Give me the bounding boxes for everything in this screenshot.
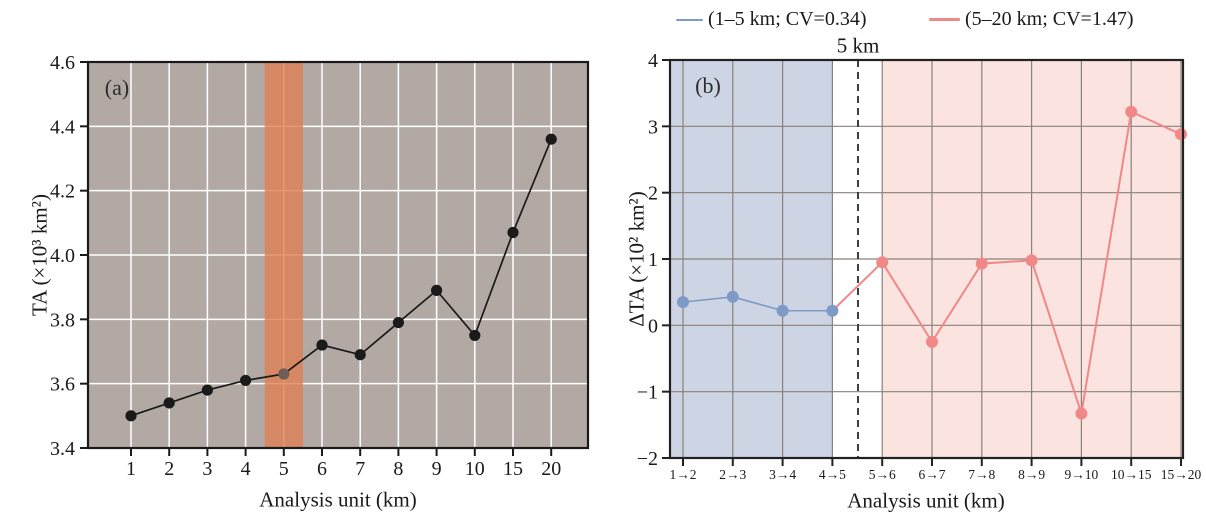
tick-label: 10→15 — [1111, 467, 1152, 482]
data-point — [163, 397, 175, 409]
data-point — [469, 329, 481, 342]
data-point — [926, 335, 938, 348]
data-point — [975, 257, 988, 270]
panel-b-label: (b) — [695, 73, 721, 98]
delta-line-5-20km — [831, 110, 1182, 414]
data-point — [240, 374, 252, 387]
tick-label: 6→7 — [919, 467, 946, 482]
tick-label: −1 — [637, 382, 658, 404]
data-point — [677, 296, 689, 309]
tick-label: 4.4 — [50, 116, 75, 138]
tick-label: 15 — [503, 458, 523, 480]
tick-label: 2 — [164, 458, 174, 480]
tick-label: 3.4 — [50, 438, 75, 460]
data-point — [726, 290, 739, 303]
data-point — [1175, 128, 1187, 141]
data-point — [1125, 105, 1138, 118]
panel-b-y-axis-title: ΔTA (×10² km²) — [624, 191, 649, 327]
data-point — [1075, 407, 1088, 420]
data-point — [431, 284, 443, 296]
tick-label: 15→20 — [1161, 467, 1202, 482]
tick-label: 1→2 — [670, 467, 697, 482]
panel-a-plot: 3.4 3.6 3.8 4.0 4.2 4.4 4.6 1 2 3 4 5 6 7 8 9 10 15 20 — [50, 52, 590, 480]
data-point — [545, 133, 557, 145]
panel-a-x-axis-title: Analysis unit (km) — [259, 487, 417, 512]
tick-label: 0 — [648, 315, 658, 337]
tick-label: 2 — [648, 183, 658, 205]
data-point — [354, 349, 366, 361]
tick-label: 3.6 — [50, 374, 75, 396]
data-point — [1025, 254, 1038, 267]
tick-label: 4 — [648, 50, 658, 72]
legend-line-red — [929, 18, 960, 21]
tick-label: 2→3 — [719, 467, 746, 482]
tick-label: 4 — [241, 458, 251, 480]
data-point — [826, 304, 839, 317]
ta-line — [130, 138, 552, 417]
tick-label: 7→8 — [968, 467, 995, 482]
data-point — [125, 410, 137, 422]
tick-label: 8→9 — [1018, 467, 1045, 482]
highlight-band — [264, 62, 303, 448]
data-point — [776, 304, 789, 317]
panel-b-plot: −2 −1 0 1 2 3 4 1→2 2→3 3→4 4→5 5→6 6→7 7→8 8→9 9→10 10→… — [637, 50, 1202, 482]
tick-label: 3 — [648, 116, 658, 138]
data-point — [392, 316, 404, 329]
legend-item-5-20km: (5–20 km; CV=1.47) — [929, 8, 1134, 31]
panel-b-x-axis-title: Analysis unit (km) — [847, 488, 1005, 513]
panel-a-y-axis-title: TA (×10³ km²) — [27, 194, 52, 316]
tick-label: 4.2 — [50, 181, 75, 203]
tick-label: 5 — [279, 458, 289, 480]
tick-label: 9 — [432, 458, 442, 480]
data-point — [278, 368, 290, 380]
tick-label: 7 — [355, 458, 365, 480]
tick-label: 3→4 — [769, 467, 796, 482]
tick-label: 4→5 — [819, 467, 846, 482]
legend-item-1-5km: (1–5 km; CV=0.34) — [676, 8, 867, 31]
tick-label: 4.0 — [50, 245, 75, 267]
tick-label: 1 — [126, 458, 136, 480]
tick-label: 3.8 — [50, 309, 75, 331]
legend-label-1-5km: (1–5 km; CV=0.34) — [708, 8, 867, 30]
data-point — [316, 339, 328, 351]
data-point — [201, 384, 213, 396]
tick-label: 4.6 — [50, 52, 75, 74]
tick-label: 10 — [465, 458, 485, 480]
data-point — [876, 256, 889, 269]
legend-line-blue — [676, 18, 703, 21]
tick-label: 9→10 — [1065, 467, 1099, 482]
tick-label: 20 — [541, 458, 561, 480]
tick-label: 6 — [317, 458, 327, 480]
tick-label: 1 — [648, 249, 658, 271]
tick-label: 5→6 — [869, 467, 896, 482]
threshold-annotation: 5 km — [836, 33, 880, 58]
delta-line-1-5km — [682, 295, 833, 312]
data-point — [507, 226, 519, 239]
tick-label: −2 — [637, 448, 658, 470]
tick-label: 8 — [393, 458, 403, 480]
panel-a-label: (a) — [104, 75, 130, 100]
legend-label-5-20km: (5–20 km; CV=1.47) — [965, 8, 1134, 30]
tick-label: 3 — [202, 458, 212, 480]
